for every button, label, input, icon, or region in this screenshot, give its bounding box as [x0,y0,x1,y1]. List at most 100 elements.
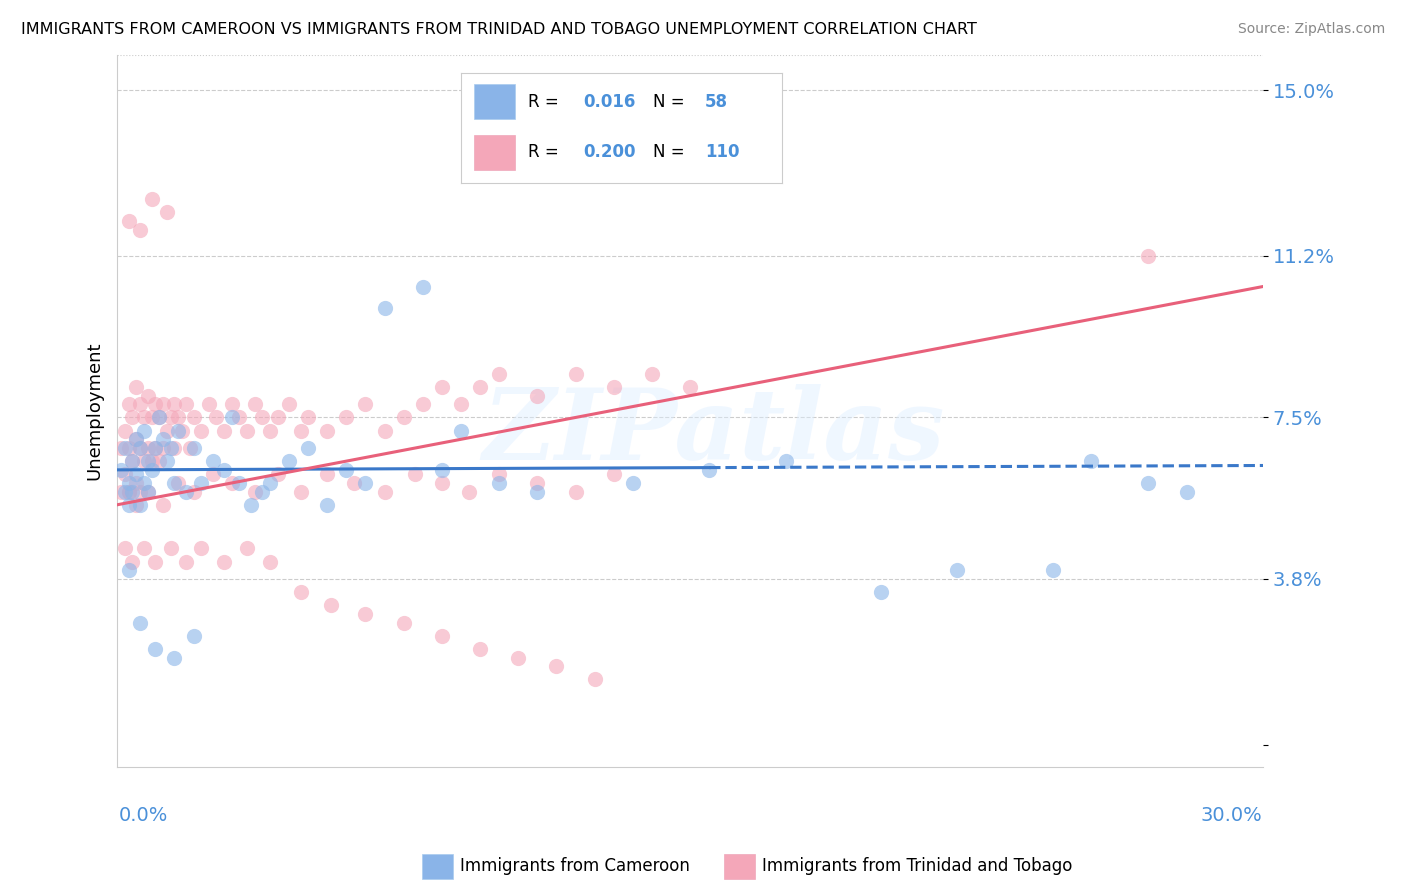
Point [775,454,797,468]
Point [221,475,243,490]
Point [316,467,339,482]
Point [125,432,148,446]
Point [174,397,197,411]
Point [236,541,259,556]
Text: Immigrants from Cameroon: Immigrants from Cameroon [460,857,689,875]
Point [110,463,132,477]
Point [221,410,243,425]
Point [198,397,221,411]
Point [335,463,357,477]
Point [450,424,472,438]
Point [136,441,159,455]
Point [205,410,228,425]
Point [167,424,190,438]
Point [132,424,155,438]
Point [354,397,377,411]
Point [488,475,510,490]
Point [412,279,434,293]
Point [183,441,205,455]
Point [141,463,163,477]
Point [152,498,174,512]
Point [163,441,186,455]
Point [167,475,190,490]
Point [117,498,139,512]
Point [488,467,510,482]
Point [136,454,159,468]
Point [125,498,148,512]
Point [278,454,301,468]
Point [148,454,170,468]
Point [136,389,159,403]
Point [259,475,281,490]
Point [546,659,568,673]
Point [145,441,167,455]
Point [564,367,586,381]
Point [243,484,266,499]
Point [259,555,281,569]
Point [129,498,152,512]
Point [290,484,312,499]
Point [141,192,163,206]
Point [159,441,181,455]
Text: 30.0%: 30.0% [1201,805,1263,825]
Point [129,397,152,411]
Point [114,441,136,455]
Point [1137,249,1160,263]
Point [145,441,167,455]
Point [946,563,969,577]
Point [125,380,148,394]
Point [174,555,197,569]
Point [132,541,155,556]
Point [316,424,339,438]
Point [141,454,163,468]
Text: Immigrants from Trinidad and Tobago: Immigrants from Trinidad and Tobago [762,857,1073,875]
Point [190,541,212,556]
Point [266,410,288,425]
Point [468,641,491,656]
Point [228,475,250,490]
Point [125,475,148,490]
Point [152,432,174,446]
Point [228,410,250,425]
Point [129,223,152,237]
Point [457,484,479,499]
Point [526,475,548,490]
Point [343,475,366,490]
Point [183,410,205,425]
Point [156,424,179,438]
Point [141,410,163,425]
Point [129,484,152,499]
Point [129,615,152,630]
Point [1042,563,1064,577]
Point [450,397,472,411]
Point [1080,454,1102,468]
Text: 0.0%: 0.0% [118,805,167,825]
Point [129,441,152,455]
Point [374,484,396,499]
Point [392,410,415,425]
Point [316,498,339,512]
Point [564,484,586,499]
Point [117,484,139,499]
Text: IMMIGRANTS FROM CAMEROON VS IMMIGRANTS FROM TRINIDAD AND TOBAGO UNEMPLOYMENT COR: IMMIGRANTS FROM CAMEROON VS IMMIGRANTS F… [21,22,977,37]
Point [621,475,644,490]
Point [110,484,132,499]
Point [114,541,136,556]
Point [603,467,626,482]
Point [1175,484,1198,499]
Point [136,484,159,499]
Point [319,598,342,612]
Point [145,397,167,411]
Point [183,629,205,643]
Point [252,410,274,425]
Point [159,541,181,556]
Point [212,463,235,477]
Point [125,467,148,482]
Point [1137,475,1160,490]
Point [117,441,139,455]
Point [526,484,548,499]
Point [259,424,281,438]
Point [354,475,377,490]
Point [114,424,136,438]
Point [136,484,159,499]
